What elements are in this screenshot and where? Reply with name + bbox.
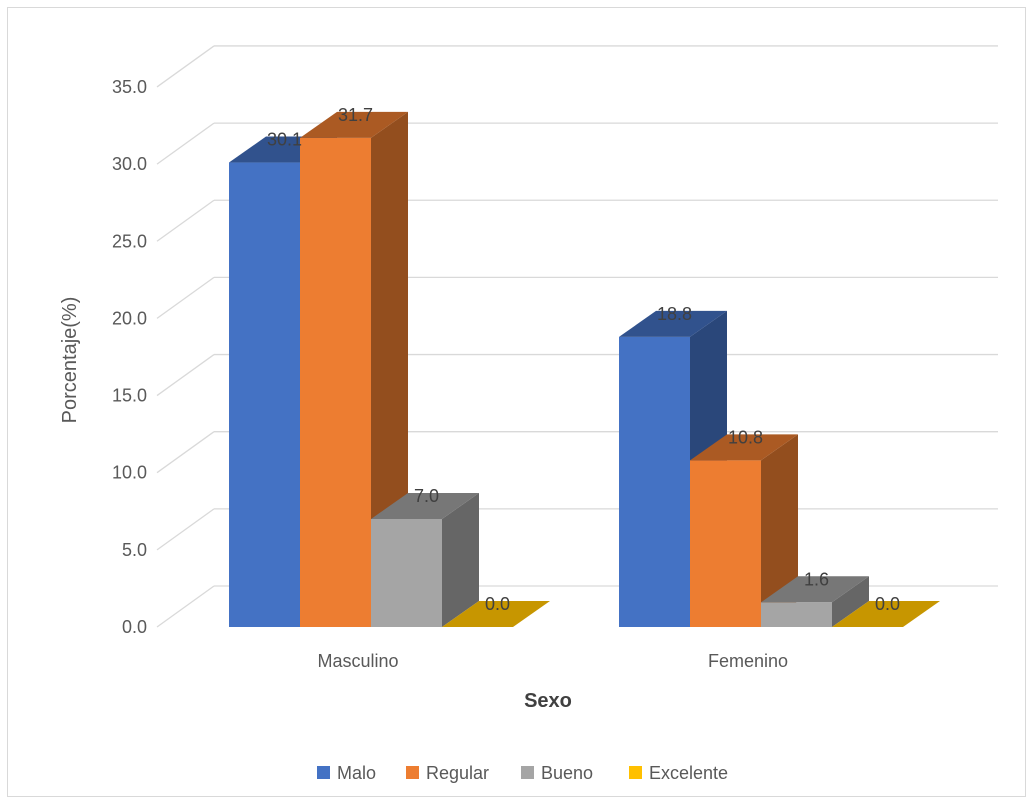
bar-top-face [690, 434, 798, 461]
legend-label: Malo [337, 763, 376, 783]
bar-side-face [832, 576, 869, 627]
chart-frame [7, 7, 1026, 797]
bar-excelente-masculino [442, 601, 550, 627]
legend: Malo Regular Bueno Excelente [317, 763, 728, 783]
y-tick-label: 5.0 [122, 540, 147, 560]
gridline-diagonal [156, 431, 215, 474]
y-tick-label: 35.0 [112, 77, 147, 97]
data-label: 0.0 [485, 594, 510, 614]
bar-top-face [442, 601, 550, 627]
bar-front-face [690, 460, 761, 627]
gridline-diagonal [156, 199, 215, 242]
legend-item-bueno: Bueno [521, 763, 593, 783]
data-label: 31.7 [338, 105, 373, 125]
data-label: 30.1 [267, 130, 302, 150]
legend-item-regular: Regular [406, 763, 489, 783]
bar-regular-masculino [300, 111, 408, 627]
y-tick-label: 0.0 [122, 617, 147, 637]
bar-front-face [300, 137, 371, 627]
legend-swatch [521, 766, 534, 779]
y-tick-label: 20.0 [112, 308, 147, 328]
gridline-diagonal [156, 585, 215, 628]
data-label: 7.0 [414, 486, 439, 506]
gridline-diagonal [156, 45, 215, 88]
legend-swatch [317, 766, 330, 779]
legend-label: Bueno [541, 763, 593, 783]
y-tick-label: 25.0 [112, 231, 147, 251]
bar-top-face [300, 111, 408, 138]
data-label: 0.0 [875, 594, 900, 614]
bar-excelente-femenino [832, 601, 940, 627]
category-label-masculino: Masculino [317, 651, 398, 671]
legend-label: Excelente [649, 763, 728, 783]
bar-bueno-masculino [371, 492, 479, 627]
y-tick-label: 10.0 [112, 463, 147, 483]
gridline-diagonal [156, 508, 215, 551]
bar-front-face [371, 518, 442, 627]
data-label: 18.8 [657, 304, 692, 324]
bar-side-face [761, 434, 798, 627]
data-label: 10.8 [728, 427, 763, 447]
bar-regular-femenino [690, 434, 798, 627]
data-label: 1.6 [804, 569, 829, 589]
bar-side-face [371, 111, 408, 627]
y-tick-label: 15.0 [112, 386, 147, 406]
gridline-diagonal [156, 354, 215, 397]
legend-swatch [629, 766, 642, 779]
legend-item-excelente: Excelente [629, 763, 728, 783]
legend-swatch [406, 766, 419, 779]
category-label-femenino: Femenino [708, 651, 788, 671]
bar-top-face [371, 492, 479, 519]
bar-top-face [619, 310, 727, 337]
bar-front-face [229, 162, 300, 627]
bar-front-face [619, 336, 690, 627]
legend-label: Regular [426, 763, 489, 783]
x-axis-title: Sexo [524, 690, 572, 712]
gridline-diagonal [156, 276, 215, 319]
legend-item-malo: Malo [317, 763, 376, 783]
y-axis-title: Porcentaje(%) [59, 297, 81, 424]
data-labels: 30.1 31.7 7.0 0.0 18.8 10.8 1.6 0.0 [267, 105, 900, 614]
bar-top-face [761, 576, 869, 603]
bar-bueno-femenino [761, 576, 869, 627]
bar-front-face [761, 602, 832, 627]
bars [229, 111, 940, 627]
bar-top-face [832, 601, 940, 627]
bar-side-face [442, 492, 479, 627]
y-tick-label: 30.0 [112, 154, 147, 174]
y-axis-ticks: 0.0 5.0 10.0 15.0 20.0 25.0 30.0 35.0 [112, 77, 147, 637]
gridline-diagonal [156, 122, 215, 165]
x-axis-categories: Masculino Femenino [317, 651, 788, 671]
